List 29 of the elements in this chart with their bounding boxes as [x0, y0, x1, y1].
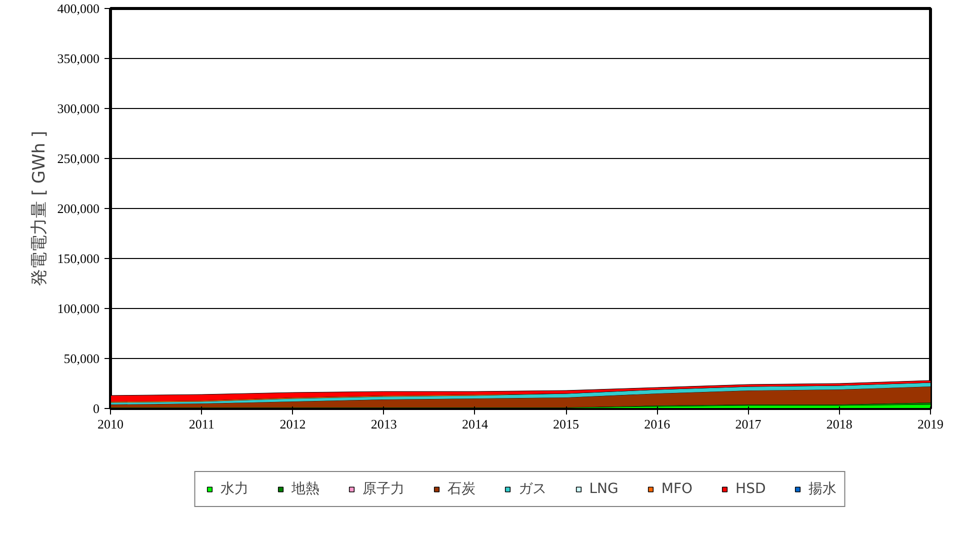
- legend-label: LNG: [589, 480, 618, 497]
- legend-label: 地熱: [291, 480, 320, 498]
- x-tick-label: 2011: [188, 416, 214, 432]
- y-tick-label: 250,000: [57, 151, 100, 166]
- legend-label: 原子力: [362, 480, 404, 498]
- legend-label: 石炭: [447, 480, 476, 498]
- legend-label: 揚水: [808, 480, 837, 498]
- x-tick-label: 2010: [98, 416, 124, 432]
- x-tick-label: 2015: [553, 416, 580, 432]
- x-tick-label: 2014: [462, 416, 488, 432]
- x-tick-label: 2013: [370, 416, 397, 432]
- legend-label: 水力: [220, 480, 248, 498]
- x-tick-label: 2016: [644, 416, 671, 432]
- y-tick-label: 150,000: [57, 251, 100, 266]
- y-tick-label: 400,000: [57, 1, 100, 16]
- legend-label: MFO: [661, 480, 693, 497]
- y-tick-label: 300,000: [57, 101, 100, 116]
- y-tick-label: 100,000: [57, 301, 100, 316]
- x-tick-label: 2018: [826, 416, 852, 432]
- legend-label: HSD: [736, 480, 766, 497]
- y-tick-label: 50,000: [64, 351, 100, 366]
- x-tick-label: 2017: [735, 416, 762, 432]
- y-tick-label: 0: [93, 401, 100, 416]
- y-axis-title: 発電電力量 [ GWh ]: [29, 130, 50, 286]
- x-tick-label: 2012: [280, 416, 306, 432]
- legend-label: ガス: [518, 480, 546, 498]
- x-tick-label: 2019: [918, 416, 944, 432]
- y-tick-label: 200,000: [57, 201, 100, 216]
- y-tick-label: 350,000: [57, 51, 100, 66]
